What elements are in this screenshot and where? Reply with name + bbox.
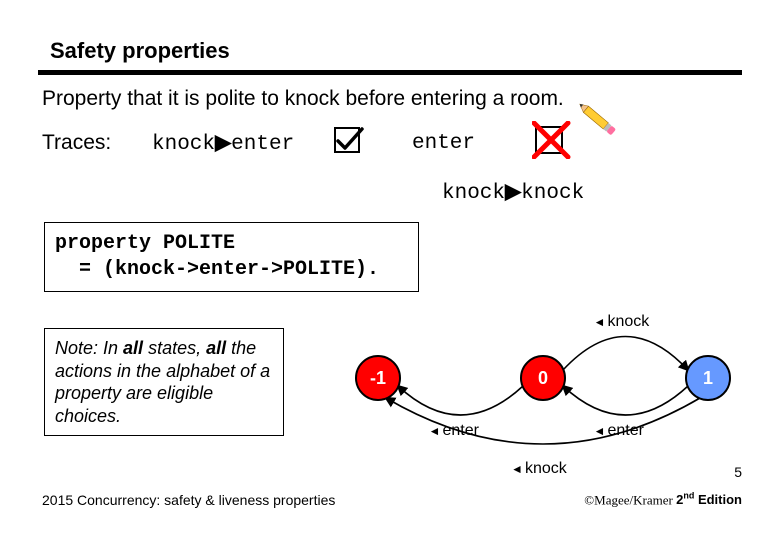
- slide-title: Safety properties: [50, 38, 742, 64]
- svg-text:◄: ◄: [429, 424, 441, 438]
- svg-text:knock: knock: [608, 313, 651, 330]
- code-line-2: = (knock->enter->POLITE).: [55, 257, 408, 283]
- footer-copyright: ©Magee/Kramer: [584, 492, 676, 507]
- trace-rejected-1: enter: [412, 132, 532, 155]
- svg-text:0: 0: [538, 368, 548, 388]
- svg-text:knock: knock: [525, 460, 568, 473]
- footer-left: 2015 Concurrency: safety & liveness prop…: [42, 492, 335, 508]
- traces-label: Traces:: [42, 131, 152, 155]
- code-box: property POLITE = (knock->enter->POLITE)…: [44, 222, 419, 292]
- note-bold-1: all: [123, 338, 143, 358]
- footer-right: ©Magee/Kramer 2nd Edition: [584, 491, 742, 508]
- footer-ed-sup: nd: [683, 491, 694, 501]
- checkmark-icon: [332, 125, 412, 161]
- title-underline: [38, 70, 742, 75]
- svg-text:◄: ◄: [594, 424, 606, 438]
- arrow-icon: ▶: [215, 131, 231, 154]
- svg-text:enter: enter: [443, 422, 480, 439]
- footer-ed-word: Edition: [694, 492, 742, 507]
- note-part-1: Note: In: [55, 338, 123, 358]
- note-box: Note: In all states, all the actions in …: [44, 328, 284, 436]
- traces-row: Traces: knock▶enter enter: [42, 121, 742, 165]
- svg-text:◄: ◄: [594, 315, 606, 329]
- cross-icon: [532, 121, 612, 165]
- trace-bad-2b: knock: [521, 182, 584, 205]
- trace-accepted: knock▶enter: [152, 130, 332, 156]
- trace-ok-1: knock: [152, 133, 215, 156]
- page-number: 5: [734, 464, 742, 480]
- arrow-icon: ▶: [505, 180, 521, 203]
- intro-text: Property that it is polite to knock befo…: [42, 87, 742, 111]
- svg-text:◄: ◄: [511, 462, 523, 473]
- note-bold-2: all: [206, 338, 226, 358]
- code-line-1: property POLITE: [55, 231, 408, 257]
- trace-ok-2: enter: [231, 133, 294, 156]
- state-diagram: ◄knock◄enter◄enter◄knock-101: [318, 298, 748, 468]
- note-part-2: states,: [143, 338, 206, 358]
- svg-text:-1: -1: [370, 368, 386, 388]
- svg-text:1: 1: [703, 368, 713, 388]
- trace-rejected-2: knock▶knock: [442, 179, 742, 205]
- trace-bad-2a: knock: [442, 182, 505, 205]
